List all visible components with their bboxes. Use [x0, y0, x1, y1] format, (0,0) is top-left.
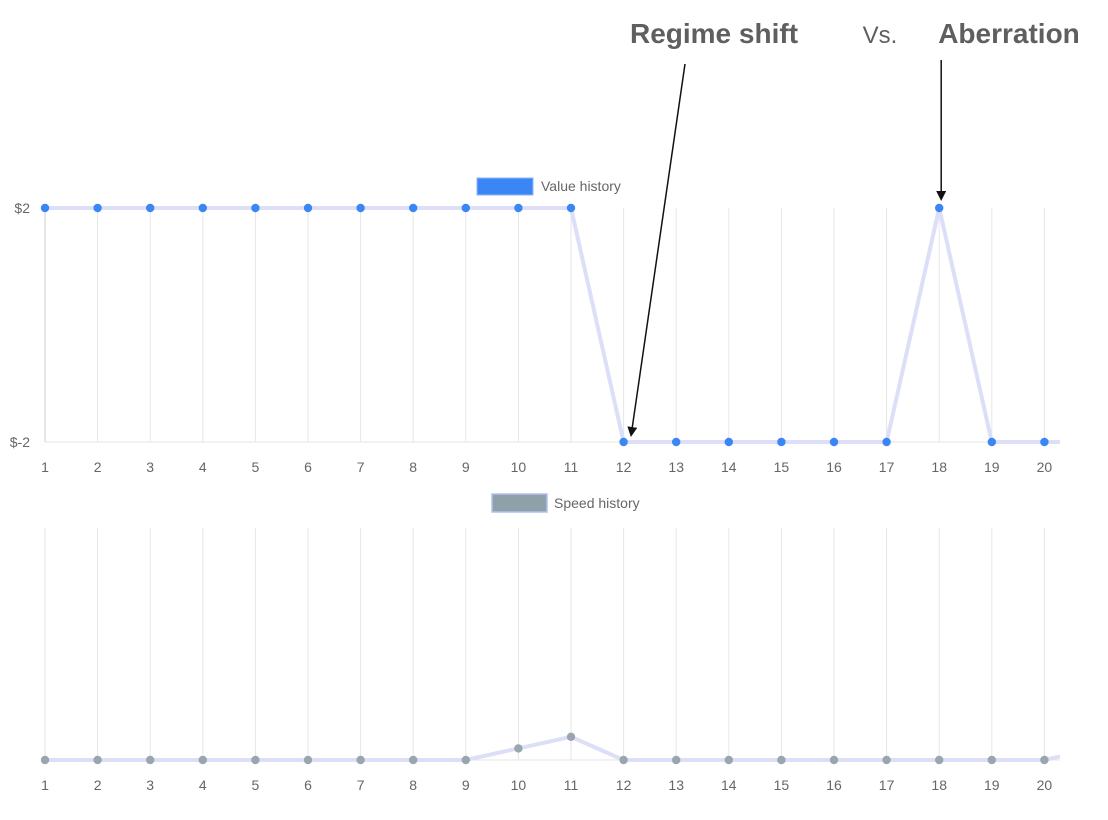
speed-history-point [672, 755, 681, 765]
x-tick-label: 7 [357, 459, 365, 475]
legend-label: Speed history [554, 495, 640, 511]
x-tick-label: 1 [41, 777, 49, 793]
speed-history-point [356, 755, 365, 765]
speed-history-point [409, 755, 418, 765]
x-tick-label: 19 [984, 459, 1000, 475]
regime-shift-arrow [627, 63, 686, 437]
value-history-point [251, 203, 260, 213]
x-tick-label: 10 [511, 777, 527, 793]
value-history-chart: $2$-21 2 3 4 5 6 7 8 9 10 11 12 13 14 15 16 17 18 19 20Valu… [10, 177, 1060, 475]
value-history-point [514, 203, 523, 213]
speed-history-point [724, 755, 733, 765]
x-tick-label: 3 [146, 777, 154, 793]
value-history-point [198, 203, 207, 213]
speed-history-point [1040, 755, 1049, 765]
x-tick-label: 6 [304, 777, 312, 793]
y-tick-label: $2 [14, 200, 30, 216]
speed-history-point [198, 755, 207, 765]
legend-swatch [491, 493, 548, 513]
value-history-point [303, 203, 313, 213]
x-tick-label: 5 [252, 777, 260, 793]
x-tick-label: 5 [252, 459, 260, 475]
speed-history-point [514, 744, 523, 753]
value-history-point [882, 437, 891, 447]
legend-swatch [476, 177, 534, 196]
value-history-point [619, 437, 628, 447]
value-history-point [724, 437, 733, 447]
speed-history-point [882, 755, 891, 765]
x-tick-label: 12 [616, 777, 632, 793]
speed-history-point [93, 755, 102, 765]
x-tick-label: 2 [94, 777, 102, 793]
x-tick-label: 11 [564, 459, 579, 475]
x-tick-label: 18 [931, 777, 947, 793]
x-tick-label: 9 [462, 777, 470, 793]
legend-label: Value history [541, 178, 621, 194]
x-tick-label: 17 [879, 459, 895, 475]
value-history-point [935, 203, 944, 213]
y-tick-label: $-2 [10, 434, 30, 450]
x-tick-label: 17 [879, 777, 895, 793]
x-tick-label: 16 [826, 459, 842, 475]
left-annotation-title: Regime shift [630, 18, 798, 49]
x-tick-label: 13 [668, 777, 684, 793]
x-tick-label: 7 [357, 777, 365, 793]
x-tick-label: 3 [146, 459, 154, 475]
speed-history-point [829, 755, 839, 765]
value-history-point [566, 203, 576, 213]
x-tick-label: 15 [774, 459, 790, 475]
x-tick-label: 4 [199, 777, 207, 793]
x-tick-label: 8 [409, 777, 417, 793]
x-tick-label: 16 [826, 777, 842, 793]
speed-history-point [40, 755, 50, 765]
value-history-line [45, 206, 1060, 444]
x-tick-label: 9 [462, 459, 470, 475]
vs-text: Vs. [863, 22, 898, 49]
speed-history-point [251, 755, 260, 765]
x-tick-label: 10 [511, 459, 527, 475]
speed-history-line [45, 734, 1061, 762]
speed-history-point [987, 755, 996, 765]
value-history-point [40, 203, 50, 213]
legend-value-history: Value history [476, 177, 621, 196]
value-history-point [829, 437, 839, 447]
legend-speed-history: Speed history [491, 493, 640, 513]
value-history-point [987, 437, 996, 447]
x-tick-label: 8 [409, 459, 417, 475]
speed-history-point [146, 755, 155, 765]
x-tick-label: 12 [616, 459, 632, 475]
value-history-point [461, 203, 470, 213]
value-history-point [672, 437, 681, 447]
x-tick-label: 20 [1037, 777, 1053, 793]
x-tick-label: 15 [774, 777, 790, 793]
value-history-point [409, 203, 418, 213]
value-history-point [356, 203, 365, 213]
value-history-point [93, 203, 102, 213]
x-tick-label: 13 [668, 459, 684, 475]
speed-history-point [566, 732, 576, 741]
speed-history-point [303, 755, 313, 765]
x-tick-label: 4 [199, 459, 207, 475]
speed-history-point [777, 755, 786, 765]
speed-history-point [461, 755, 470, 765]
speed-history-point [619, 755, 628, 765]
speed-history-point [935, 755, 944, 765]
x-tick-label: 6 [304, 459, 312, 475]
x-tick-label: 14 [721, 459, 737, 475]
right-annotation-title: Aberration [938, 18, 1080, 49]
value-history-point [1040, 437, 1049, 447]
x-tick-label: 2 [94, 459, 102, 475]
x-tick-label: 20 [1037, 459, 1053, 475]
value-history-point [146, 203, 155, 213]
x-tick-label: 11 [564, 777, 579, 793]
x-tick-label: 19 [984, 777, 1000, 793]
x-tick-label: 1 [41, 459, 49, 475]
value-history-point [777, 437, 786, 447]
x-tick-label: 18 [931, 459, 947, 475]
x-tick-label: 14 [721, 777, 737, 793]
